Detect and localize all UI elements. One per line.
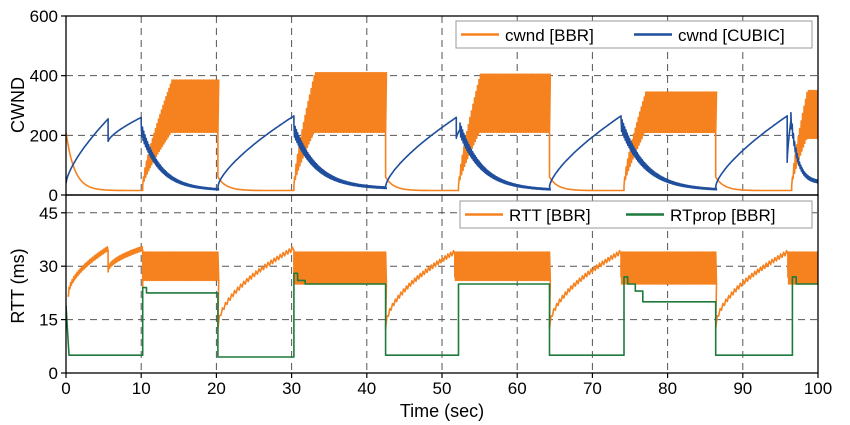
x-axis-label: Time (sec) (400, 401, 484, 421)
cwnd-y-ticks: 0 200 400 600 (30, 7, 66, 205)
cwnd-y-axis-label: CWND (8, 77, 28, 133)
x-tick-label: 40 (357, 379, 376, 398)
cwnd-cubic-legend-label: cwnd [CUBIC] (678, 26, 785, 45)
x-tick-label: 90 (733, 379, 752, 398)
y-tick-label: 45 (39, 204, 58, 223)
cwnd-legend: cwnd [BBR] cwnd [CUBIC] (455, 20, 813, 49)
y-tick-label: 600 (30, 7, 58, 26)
x-tick-label: 100 (804, 379, 832, 398)
x-tick-label: 60 (508, 379, 527, 398)
cwnd-plot-area (66, 71, 818, 192)
y-tick-label: 0 (49, 364, 58, 383)
x-tick-label: 50 (433, 379, 452, 398)
y-tick-label: 0 (49, 186, 58, 205)
rtt-plot-area (66, 245, 818, 358)
rtt-rtt-bbr-series-line (67, 245, 818, 330)
x-tick-label: 70 (583, 379, 602, 398)
cwnd-panel: 0 200 400 600 CWND cwnd [BBR] cwnd [CUBIC] (8, 7, 819, 205)
x-tick-label: 30 (282, 379, 301, 398)
x-tick-label: 20 (207, 379, 226, 398)
x-tick-label: 10 (132, 379, 151, 398)
rtprop-bbr-legend-label: RTprop [BBR] (670, 206, 776, 225)
x-tick-label: 0 (61, 379, 70, 398)
x-ticks: 0 10 20 30 40 50 60 70 80 90 100 (61, 373, 832, 398)
cwnd-cwnd-cubic-series-line (66, 111, 818, 191)
x-tick-label: 80 (658, 379, 677, 398)
cwnd-bbr-legend-label: cwnd [BBR] (505, 26, 594, 45)
rtt-legend: RTT [BBR] RTprop [BBR] (459, 200, 813, 229)
rtt-y-ticks: 0 15 30 45 (39, 204, 66, 383)
rtt-rtprop-bbr-series-line (66, 272, 818, 358)
rtt-bbr-legend-label: RTT [BBR] (509, 206, 591, 225)
y-tick-label: 400 (30, 67, 58, 86)
cwnd-cwnd-bbr-series-line (66, 71, 818, 192)
y-tick-label: 200 (30, 126, 58, 145)
rtt-y-axis-label: RTT (ms) (8, 248, 28, 323)
y-tick-label: 15 (39, 311, 58, 330)
y-tick-label: 30 (39, 257, 58, 276)
